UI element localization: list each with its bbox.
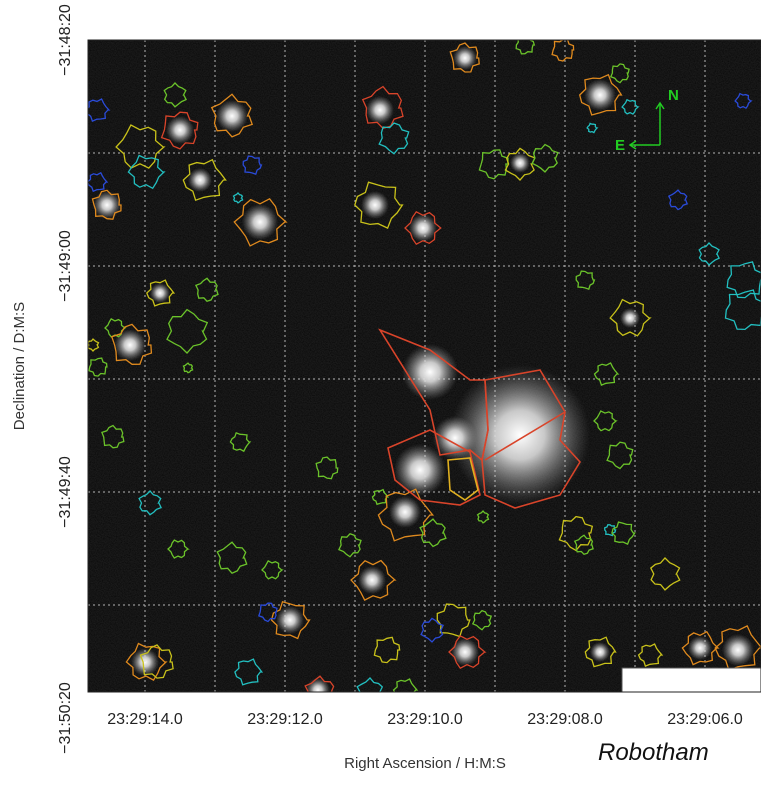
y-tick-label: −31:49:40: [57, 456, 74, 528]
source-glow: [188, 168, 212, 192]
y-tick-label: −31:48:20: [57, 4, 74, 76]
compass-north: N: [668, 87, 679, 104]
x-tick-label: 23:29:10.0: [387, 711, 463, 728]
source-glow: [361, 191, 389, 219]
source-glow: [402, 344, 458, 400]
y-tick-label: −31:49:00: [57, 230, 74, 302]
source-glow: [366, 96, 394, 124]
source-glow: [93, 191, 121, 219]
x-tick-label: 23:29:12.0: [247, 711, 323, 728]
source-glow: [620, 308, 640, 328]
source-glow: [389, 496, 421, 528]
sky-image: N E skycut = 1: [86, 36, 761, 728]
x-axis-label: Right Ascension / H:M:S: [344, 755, 506, 772]
source-glow: [688, 636, 712, 660]
source-glow: [358, 566, 386, 594]
y-tick-label: −31:50:20: [57, 682, 74, 754]
source-glow: [451, 638, 479, 666]
x-tick-label: 23:29:14.0: [107, 711, 183, 728]
x-tick-label: 23:29:06.0: [667, 711, 743, 728]
source-glow: [590, 642, 610, 662]
page: N E skycut = 1 −31:48:20 −31:49:00 −31:49:…: [0, 0, 761, 798]
figure: N E skycut = 1 −31:48:20 −31:49:00 −31:49:…: [0, 0, 761, 798]
watermark: Robotham: [598, 739, 709, 766]
legend-text: skycut = 1: [645, 690, 718, 707]
source-glow: [394, 444, 446, 496]
source-glow: [722, 634, 754, 666]
source-glow: [510, 153, 530, 173]
x-tick-label: 23:29:08.0: [527, 711, 603, 728]
source-glow: [242, 204, 278, 240]
compass-east: E: [615, 137, 625, 154]
source-glow: [409, 214, 437, 242]
y-axis-label: Declination / D:M:S: [11, 302, 28, 430]
